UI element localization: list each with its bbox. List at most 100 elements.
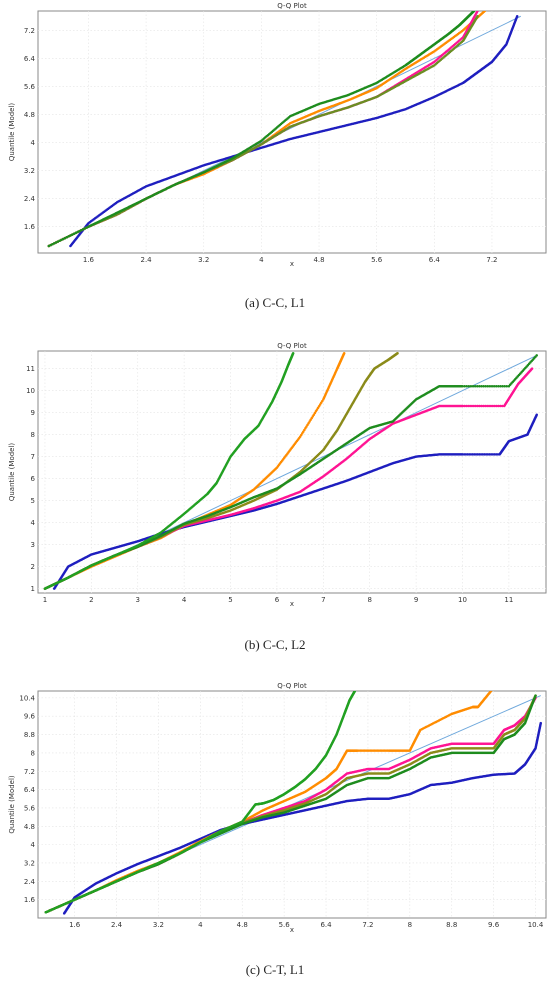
data-point (497, 404, 500, 408)
y-tick-label: 6.4 (24, 55, 36, 63)
y-tick-label: 10 (26, 387, 35, 395)
data-point (488, 384, 492, 388)
x-tick-label: 2.4 (111, 921, 123, 929)
data-point (342, 351, 346, 355)
data-point (461, 384, 464, 388)
y-tick-label: 5 (31, 497, 35, 505)
y-axis-label: Quantile (Model) (8, 103, 16, 162)
y-tick-label: 2.4 (24, 878, 36, 886)
data-point (501, 404, 504, 408)
data-point (495, 404, 498, 408)
series-points (47, 11, 476, 248)
data-point (497, 384, 500, 388)
y-tick-label: 1.6 (24, 223, 36, 231)
y-tick-label: 7.2 (24, 27, 35, 35)
data-point (499, 404, 502, 408)
qq-plot-panel-a: Q-Q Plot 1.6 2.4 3.2 4 4.8 5.6 6.4 7.2 1.6 2.4 3.2 4… (0, 0, 550, 316)
y-axis-label: Quantile (Model) (8, 443, 16, 502)
data-point (515, 15, 519, 18)
data-point (501, 384, 504, 388)
y-tick-label: 3.2 (24, 859, 35, 867)
x-tick-label: 2 (89, 596, 93, 604)
series-points (62, 721, 543, 915)
data-point (484, 384, 487, 388)
x-tick-label: 9.6 (488, 921, 500, 929)
data-point (480, 404, 483, 408)
data-point (478, 384, 481, 388)
x-tick-label: 6.4 (429, 256, 441, 264)
y-axis-label: Quantile (Model) (8, 775, 16, 834)
x-tick-label: 8.8 (446, 921, 457, 929)
series-points (52, 413, 538, 590)
y-tick-label: 8 (31, 431, 35, 439)
x-tick-label: 1 (43, 596, 47, 604)
x-tick-label: 3 (136, 596, 140, 604)
y-tick-label: 7 (31, 453, 35, 461)
data-point (482, 404, 485, 408)
y-tick-label: 7.2 (24, 768, 35, 776)
data-point (535, 354, 538, 357)
data-point (473, 384, 477, 388)
x-tick-label: 7.2 (362, 921, 373, 929)
data-point (485, 404, 489, 408)
x-tick-label: 11 (504, 596, 513, 604)
data-point (486, 384, 490, 388)
data-point (461, 404, 464, 408)
data-point (476, 384, 479, 388)
data-point (468, 404, 472, 408)
data-point (465, 404, 468, 408)
data-point (469, 384, 473, 388)
x-tick-label: 7 (321, 596, 325, 604)
y-tick-label: 11 (26, 365, 35, 373)
y-tick-label: 3 (31, 541, 35, 549)
data-point (539, 721, 543, 725)
x-axis-label: x (290, 260, 294, 268)
y-tick-label: 8.8 (24, 731, 35, 739)
data-point (490, 384, 494, 388)
x-axis-label: x (290, 926, 294, 934)
data-point (503, 384, 506, 388)
x-tick-label: 6 (275, 596, 280, 604)
x-tick-label: 5.6 (371, 256, 383, 264)
data-point (482, 384, 485, 388)
y-tick-label: 8 (31, 749, 35, 757)
data-point (489, 404, 493, 408)
data-point (483, 11, 486, 13)
x-tick-label: 4.8 (313, 256, 324, 264)
data-point (476, 15, 479, 18)
x-tick-label: 4 (182, 596, 187, 604)
y-tick-label: 4 (31, 841, 36, 849)
plot-title: Q-Q Plot (277, 2, 307, 10)
data-point (476, 404, 479, 408)
x-tick-label: 4 (198, 921, 203, 929)
y-tick-label: 1 (31, 585, 35, 593)
y-tick-label: 3.2 (24, 167, 35, 175)
data-point (530, 367, 534, 370)
y-tick-label: 6 (31, 475, 36, 483)
x-tick-label: 1.6 (69, 921, 81, 929)
x-tick-label: 3.2 (153, 921, 164, 929)
y-tick-label: 9.6 (24, 713, 36, 721)
qq-plot-panel-b: Q-Q Plot 1 2 3 4 5 6 7 8 9 10 11 1 2 3 4 5 6 7 8 9 10 11 x Quant… (0, 340, 550, 656)
data-point (492, 384, 496, 388)
x-tick-label: 6.4 (320, 921, 332, 929)
y-tick-label: 4.8 (24, 823, 35, 831)
y-tick-label: 4 (31, 139, 36, 147)
data-point (463, 404, 466, 408)
x-tick-label: 10 (458, 596, 467, 604)
x-tick-label: 5 (228, 596, 232, 604)
x-tick-label: 2.4 (141, 256, 153, 264)
y-tick-label: 1.6 (24, 896, 36, 904)
data-point (472, 11, 476, 13)
y-tick-label: 5.6 (24, 83, 36, 91)
data-point (463, 384, 466, 388)
data-point (476, 11, 479, 13)
x-tick-label: 8 (367, 596, 371, 604)
y-tick-label: 10.4 (19, 694, 35, 702)
x-tick-label: 10.4 (528, 921, 544, 929)
data-point (467, 384, 471, 388)
data-point (493, 404, 497, 408)
data-point (470, 404, 474, 408)
